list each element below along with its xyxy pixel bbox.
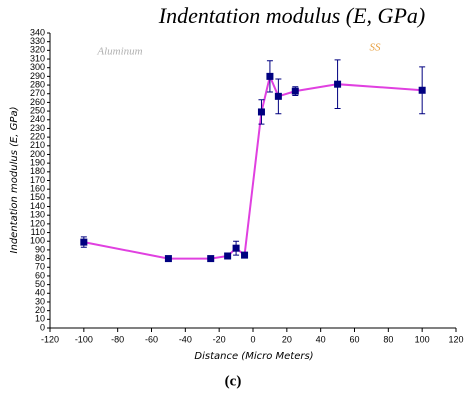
marker — [334, 80, 342, 88]
y-tick-label: 160 — [30, 184, 45, 194]
y-tick-label: 40 — [35, 288, 45, 298]
y-tick-label: 0 — [40, 322, 45, 332]
y-tick-label: 340 — [30, 27, 45, 37]
y-tick-label: 170 — [30, 175, 45, 185]
y-tick-label: 150 — [30, 192, 45, 202]
y-tick-label: 200 — [30, 149, 45, 159]
y-tick-label: 60 — [35, 270, 45, 280]
x-tick-label: -80 — [111, 334, 124, 344]
y-tick-label: 310 — [30, 53, 45, 63]
marker — [164, 255, 172, 263]
y-tick-label: 240 — [30, 114, 45, 124]
y-axis-label: Indentation modulus (E, GPa) — [9, 107, 20, 254]
y-tick-label: 50 — [35, 279, 45, 289]
y-tick-label: 180 — [30, 166, 45, 176]
y-tick-label: 100 — [30, 236, 45, 246]
marker — [232, 244, 240, 252]
x-tick-label: 40 — [316, 334, 326, 344]
marker — [207, 255, 215, 263]
y-tick-label: 130 — [30, 210, 45, 220]
y-tick-label: 10 — [35, 314, 45, 324]
annotation: Aluminum — [96, 46, 142, 58]
marker — [80, 238, 88, 246]
y-tick-label: 140 — [30, 201, 45, 211]
x-tick-label: 0 — [250, 334, 255, 344]
y-tick-label: 110 — [31, 227, 45, 237]
series-line — [83, 73, 423, 260]
x-tick-label: 100 — [415, 334, 430, 344]
y-tick-label: 290 — [30, 71, 45, 81]
y-tick-label: 260 — [30, 97, 45, 107]
y-tick-label: 270 — [30, 88, 45, 98]
y-tick-label: 230 — [30, 123, 45, 133]
x-tick-label: -60 — [145, 334, 158, 344]
y-tick-label: 280 — [30, 79, 45, 89]
y-tick-label: 80 — [35, 253, 45, 263]
caption: (c) — [225, 373, 242, 389]
x-axis-label: Distance (Micro Meters) — [194, 351, 313, 362]
marker — [418, 86, 426, 94]
x-tick-label: 20 — [282, 334, 292, 344]
y-tick-label: 70 — [35, 262, 45, 272]
y-tick-label: 210 — [30, 140, 45, 150]
marker — [266, 72, 274, 80]
annotation: SS — [370, 42, 382, 54]
x-tick-label: 60 — [349, 334, 359, 344]
y-tick-label: 320 — [30, 45, 45, 55]
x-tick-label: -100 — [75, 334, 93, 344]
marker — [241, 251, 249, 259]
y-tick-label: 250 — [30, 105, 45, 115]
y-tick-label: 300 — [30, 62, 45, 72]
x-tick-label: -20 — [213, 334, 226, 344]
y-tick-label: 30 — [35, 296, 45, 306]
marker — [224, 252, 232, 260]
y-tick-label: 190 — [30, 158, 45, 168]
y-tick-label: 20 — [35, 305, 45, 315]
x-tick-label: 120 — [448, 334, 463, 344]
marker — [274, 92, 282, 100]
x-tick-label: 80 — [383, 334, 393, 344]
y-tick-label: 220 — [30, 131, 45, 141]
y-tick-label: 120 — [30, 218, 45, 228]
marker — [257, 108, 265, 116]
y-tick-label: 90 — [35, 244, 45, 254]
marker — [291, 87, 299, 95]
y-tick-label: 330 — [30, 36, 45, 46]
x-tick-label: -40 — [179, 334, 192, 344]
x-tick-label: -120 — [41, 334, 59, 344]
chart-title: Indentation modulus (E, GPa) — [158, 3, 425, 28]
